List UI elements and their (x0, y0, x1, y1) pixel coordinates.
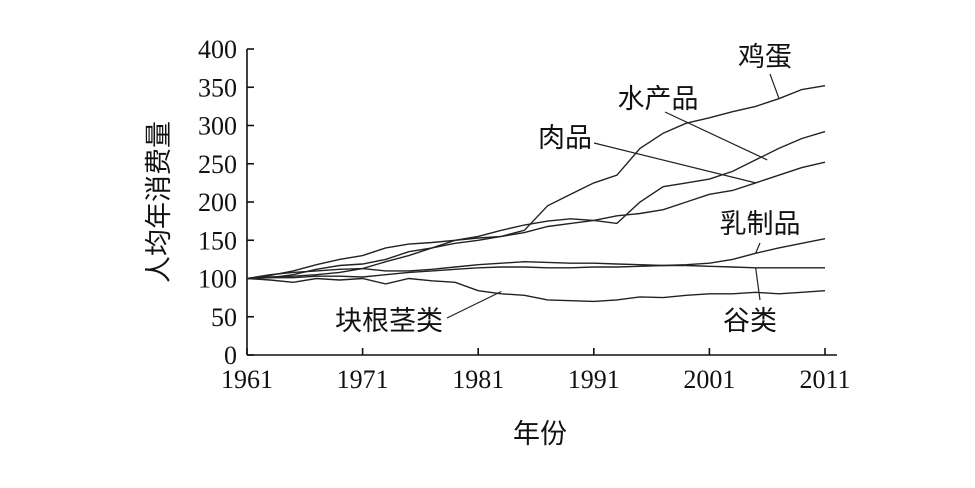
y-tick-label: 350 (198, 73, 237, 102)
x-tick-label: 2001 (683, 365, 735, 394)
annotation-leader-line (446, 290, 502, 319)
series-label: 乳制品 (720, 209, 801, 240)
chart-series (246, 85, 826, 303)
series-line (246, 85, 826, 280)
x-tick-label: 2011 (799, 365, 850, 394)
series-label: 块根茎类 (335, 306, 443, 337)
annotation-leader-line (664, 111, 768, 161)
y-tick-label: 150 (198, 226, 237, 255)
y-axis-title: 人均年消费量 (144, 121, 175, 283)
x-tick-label: 1991 (568, 365, 620, 394)
series-label: 鸡蛋 (738, 42, 792, 73)
y-tick-label: 250 (198, 150, 237, 179)
x-tick-label: 1971 (337, 365, 389, 394)
annotation-leader-line (755, 267, 761, 301)
y-tick-label: 50 (211, 303, 237, 332)
series-line (246, 238, 826, 280)
y-tick-label: 0 (224, 341, 237, 370)
y-tick-label: 400 (198, 35, 237, 64)
x-axis-title: 年份 (513, 419, 567, 450)
chart-axes: 0 50 100 150 200 250 300 350 400 1961 1971 1981 1991… (198, 35, 851, 394)
y-tick-label: 100 (198, 265, 237, 294)
y-tick-label: 300 (198, 112, 237, 141)
y-tick-label: 200 (198, 188, 237, 217)
x-tick-label: 1981 (452, 365, 504, 394)
series-line (246, 260, 825, 280)
annotation-leader-line (769, 73, 780, 99)
series-line (246, 277, 826, 303)
series-label: 水产品 (618, 84, 699, 115)
series-label: 肉品 (538, 123, 592, 154)
series-line (246, 161, 826, 280)
annotation-leader-line (593, 142, 756, 184)
series-label: 谷类 (723, 306, 777, 337)
x-tick-label: 1961 (221, 365, 273, 394)
annotation-leader-line (755, 242, 761, 254)
series-line (246, 130, 826, 280)
